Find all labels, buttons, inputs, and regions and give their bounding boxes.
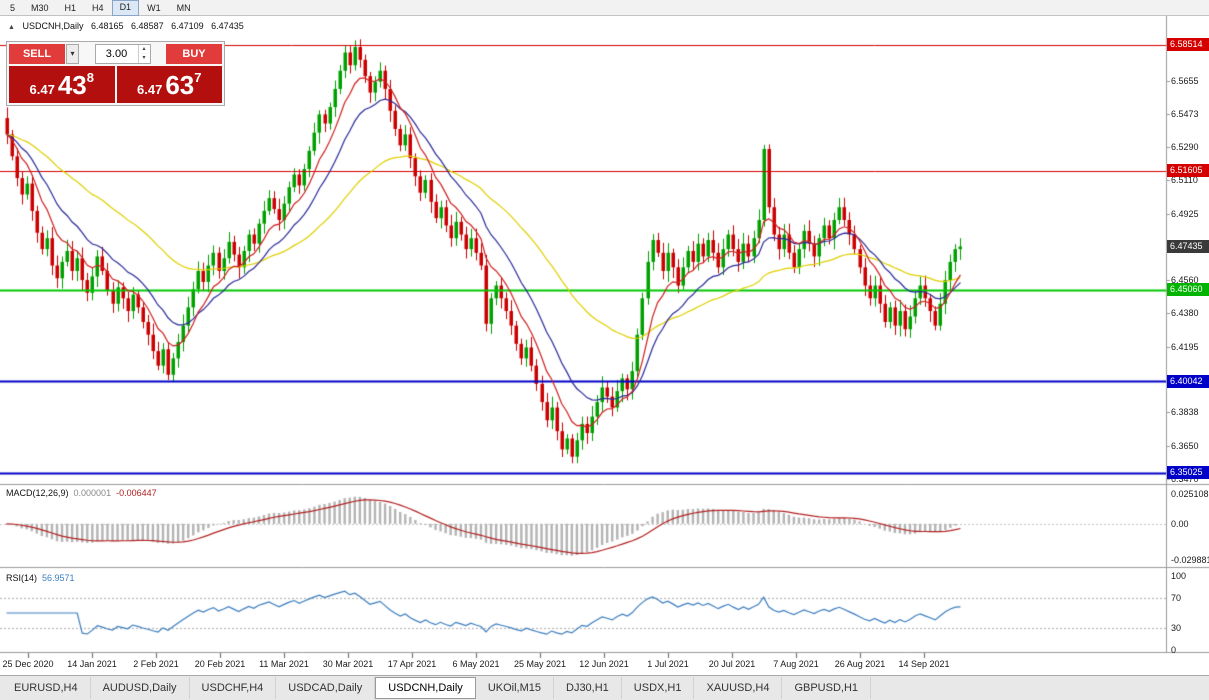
timeframe-toolbar: 5 M30 H1 H4 D1 W1 MN [0, 0, 1209, 16]
volume-input[interactable]: 3.00 ▴ ▾ [94, 44, 151, 64]
price-axis-tick: 6.5290 [1171, 142, 1199, 153]
date-label: 11 Mar 2021 [259, 659, 309, 669]
tab-usdx-h1[interactable]: USDX,H1 [622, 677, 695, 699]
buy-price-base: 6.47 [137, 82, 163, 97]
date-label: 14 Sep 2021 [898, 659, 950, 669]
sell-price-sup: 8 [86, 70, 94, 85]
rsi-indicator-label: RSI(14) 56.9571 [6, 573, 80, 583]
tab-audusd-daily[interactable]: AUDUSD,Daily [91, 677, 190, 699]
price-tag-6.40042: 6.40042 [1167, 374, 1209, 388]
sell-button[interactable]: SELL [9, 44, 65, 64]
date-label: 20 Feb 2021 [194, 659, 246, 669]
tab-usdcad-daily[interactable]: USDCAD,Daily [276, 677, 376, 699]
tab-eurusd-h4[interactable]: EURUSD,H4 [2, 677, 91, 699]
price-axis-tick: 6.5655 [1171, 75, 1199, 86]
timeframe-mn[interactable]: MN [176, 2, 191, 13]
tab-ukoil-m15[interactable]: UKOil,M15 [476, 677, 554, 699]
date-label: 30 Mar 2021 [322, 659, 374, 669]
rsi-scale-label: 0 [1171, 645, 1177, 655]
chart-symbol-label: USDCNH,Daily [22, 21, 84, 31]
macd-scale-zero: 0.00 [1171, 518, 1189, 529]
price-axis-tick: 6.4380 [1171, 307, 1199, 318]
price-axis-tick: 6.5110 [1171, 174, 1198, 185]
date-label: 20 Jul 2021 [708, 659, 756, 669]
trade-panel-spacer [79, 44, 95, 64]
price-axis-tick: 6.4925 [1171, 208, 1199, 219]
buy-price-sup: 7 [194, 70, 202, 85]
volume-value: 3.00 [105, 48, 128, 60]
tab-usdcnh-daily[interactable]: USDCNH,Daily [375, 677, 476, 699]
date-label: 7 Aug 2021 [773, 659, 819, 669]
tab-dj30-h1[interactable]: DJ30,H1 [554, 677, 622, 699]
sell-options-button[interactable]: ▾ [66, 44, 79, 64]
rsi-scale-label: 100 [1171, 571, 1187, 581]
buy-price-button[interactable]: 6.47 63 7 [116, 66, 222, 103]
rsi-title: RSI(14) [6, 573, 38, 583]
buy-button[interactable]: BUY [166, 44, 222, 64]
tab-xauusd-h4[interactable]: XAUUSD,H4 [694, 677, 783, 699]
macd-scale-min: -0.029881 [1171, 555, 1209, 565]
price-axis-tick: 6.4560 [1171, 275, 1199, 286]
tab-usdchf-h4[interactable]: USDCHF,H4 [190, 677, 277, 699]
price-tag-6.51605: 6.51605 [1167, 164, 1209, 178]
ohlc-close-value: 6.47435 [211, 21, 244, 31]
rsi-scale-label: 70 [1171, 593, 1182, 604]
price-tag-6.58514: 6.58514 [1167, 38, 1209, 52]
volume-spinner: ▴ ▾ [137, 45, 150, 63]
date-label: 14 Jan 2021 [67, 659, 117, 669]
volume-down-button[interactable]: ▾ [142, 55, 146, 61]
price-axis-tick: 6.3650 [1171, 440, 1199, 451]
price-tag-6.47435: 6.47435 [1167, 240, 1209, 254]
price-axis-tick: 6.5473 [1171, 108, 1199, 119]
date-label: 2 Feb 2021 [133, 659, 179, 669]
price-axis-tick: 6.4195 [1171, 341, 1199, 352]
price-axis-tick: 6.3838 [1171, 406, 1199, 417]
sell-price-button[interactable]: 6.47 43 8 [9, 66, 115, 103]
chart-info-line: ▲ USDCNH,Daily 6.48165 6.48587 6.47109 6… [8, 21, 249, 31]
macd-signal-value: -0.006447 [116, 488, 157, 498]
ohlc-low-value: 6.47109 [171, 21, 204, 31]
timeframe-m30[interactable]: M30 [31, 2, 49, 13]
one-click-trading-panel: SELL ▾ 3.00 ▴ ▾ BUY 6.47 43 8 6.47 63 7 [6, 41, 225, 106]
date-label: 25 Dec 2020 [2, 659, 54, 669]
timeframe-h1[interactable]: H1 [64, 2, 77, 13]
price-tag-6.35025: 6.35025 [1167, 466, 1209, 480]
volume-up-button[interactable]: ▴ [142, 46, 146, 52]
rsi-scale-label: 30 [1171, 622, 1182, 633]
macd-indicator-label: MACD(12,26,9) 0.000001 -0.006447 [6, 488, 162, 498]
date-label: 26 Aug 2021 [834, 659, 886, 669]
sell-price-base: 6.47 [29, 82, 55, 97]
macd-title: MACD(12,26,9) [6, 488, 69, 498]
price-chart-canvas[interactable] [0, 16, 1209, 675]
ohlc-high-value: 6.48587 [131, 21, 164, 31]
timeframe-h4[interactable]: H4 [92, 2, 104, 13]
caret-down-icon: ▾ [70, 49, 75, 58]
tab-gbpusd-h1[interactable]: GBPUSD,H1 [782, 677, 872, 699]
date-label: 6 May 2021 [452, 659, 500, 669]
buy-price-big: 63 [165, 69, 195, 100]
timeframe-w1[interactable]: W1 [147, 2, 161, 13]
macd-value: 0.000001 [73, 488, 112, 498]
date-label: 25 May 2021 [513, 659, 567, 669]
chart-tabs-bar: EURUSD,H4 AUDUSD,Daily USDCHF,H4 USDCAD,Dai… [0, 675, 1209, 700]
date-label: 12 Jun 2021 [579, 659, 629, 669]
one-click-collapse-icon[interactable]: ▲ [8, 24, 15, 31]
macd-scale-max: 0.025108 [1171, 489, 1209, 499]
timeframe-d1[interactable]: D1 [111, 0, 140, 16]
timeframe-5[interactable]: 5 [10, 2, 16, 13]
price-tag-6.45060: 6.45060 [1167, 283, 1209, 297]
rsi-value: 56.9571 [42, 573, 75, 583]
ohlc-open-value: 6.48165 [90, 21, 124, 31]
trade-panel-spacer [151, 44, 167, 64]
chart-window: ▲ USDCNH,Daily 6.48165 6.48587 6.47109 6… [0, 16, 1209, 675]
date-label: 17 Apr 2021 [387, 659, 437, 669]
sell-price-big: 43 [57, 69, 87, 100]
date-label: 1 Jul 2021 [647, 659, 689, 669]
